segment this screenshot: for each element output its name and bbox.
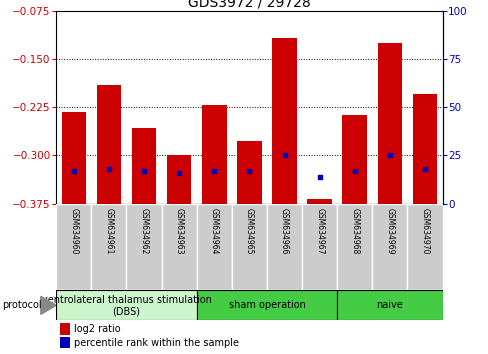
Bar (412, 94, 436, 204)
Text: naive: naive (376, 300, 403, 310)
Text: percentile rank within the sample: percentile rank within the sample (74, 338, 238, 348)
Bar (231, 204, 266, 290)
Bar (202, 105, 226, 204)
Bar (97, 85, 121, 204)
Text: log2 ratio: log2 ratio (74, 324, 120, 335)
Bar (407, 204, 442, 290)
Bar (302, 204, 337, 290)
Text: GSM634970: GSM634970 (420, 208, 428, 255)
Bar (60, 324, 70, 335)
Bar (371, 204, 407, 290)
Text: GSM634967: GSM634967 (314, 208, 324, 255)
Point (420, 166, 428, 172)
Bar (337, 290, 442, 320)
Text: GSM634966: GSM634966 (280, 208, 288, 255)
Text: GSM634968: GSM634968 (349, 208, 359, 254)
Point (350, 168, 358, 173)
Text: GSM634965: GSM634965 (244, 208, 253, 255)
Bar (56, 204, 91, 290)
Point (70, 168, 78, 173)
Bar (131, 128, 156, 204)
Text: GSM634962: GSM634962 (139, 208, 148, 254)
Point (140, 168, 148, 173)
Bar (272, 38, 296, 204)
Bar (56, 290, 196, 320)
Bar (306, 199, 331, 204)
Text: ventrolateral thalamus stimulation
(DBS): ventrolateral thalamus stimulation (DBS) (41, 295, 211, 316)
Text: GSM634964: GSM634964 (209, 208, 218, 255)
Bar (337, 204, 371, 290)
Point (175, 170, 183, 176)
Bar (91, 204, 126, 290)
Bar (342, 115, 366, 204)
Bar (266, 204, 302, 290)
Bar (60, 337, 70, 348)
Text: sham operation: sham operation (228, 300, 305, 310)
Point (385, 153, 393, 158)
Bar (161, 204, 196, 290)
Bar (196, 290, 337, 320)
Bar (126, 204, 161, 290)
Bar (237, 141, 261, 204)
Bar (166, 155, 191, 204)
Bar (377, 43, 401, 204)
Text: GSM634969: GSM634969 (385, 208, 393, 255)
Text: protocol: protocol (2, 300, 42, 310)
Bar (196, 204, 231, 290)
Title: GDS3972 / 29728: GDS3972 / 29728 (187, 0, 310, 10)
Polygon shape (41, 296, 56, 314)
Point (315, 174, 323, 179)
Text: GSM634960: GSM634960 (69, 208, 78, 255)
Text: GSM634961: GSM634961 (104, 208, 113, 254)
Point (245, 168, 253, 173)
Point (105, 166, 113, 172)
Bar (61, 112, 86, 204)
Point (280, 153, 288, 158)
Point (210, 168, 218, 173)
Text: GSM634963: GSM634963 (174, 208, 183, 255)
